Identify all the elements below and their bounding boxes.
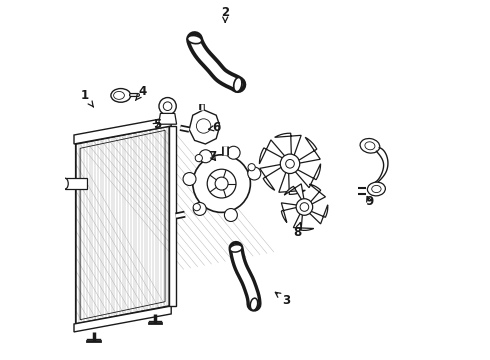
Text: 5: 5 [153,118,161,131]
Text: 3: 3 [275,292,291,307]
Polygon shape [65,178,87,189]
Circle shape [248,163,255,171]
Polygon shape [274,133,301,157]
Circle shape [193,155,250,212]
Circle shape [248,167,261,180]
Circle shape [193,202,206,215]
Ellipse shape [230,245,242,252]
Circle shape [227,146,240,159]
Ellipse shape [188,36,202,44]
Circle shape [195,154,202,162]
Text: 4: 4 [135,85,147,100]
Text: 7: 7 [209,150,217,163]
Ellipse shape [360,139,380,153]
Ellipse shape [111,89,131,102]
Circle shape [199,150,212,163]
Polygon shape [159,113,176,124]
Ellipse shape [368,182,386,196]
Circle shape [286,159,294,168]
Polygon shape [74,117,171,144]
Ellipse shape [62,178,68,189]
Polygon shape [284,184,304,201]
Polygon shape [74,306,171,332]
Ellipse shape [234,77,242,92]
Polygon shape [170,126,176,306]
Text: 2: 2 [221,6,229,22]
Circle shape [207,169,236,198]
Polygon shape [297,137,320,163]
Ellipse shape [250,298,258,310]
Polygon shape [294,212,314,230]
Polygon shape [308,205,328,224]
Text: 6: 6 [208,121,220,134]
Polygon shape [260,164,283,190]
Polygon shape [189,110,220,144]
Circle shape [300,203,309,211]
Text: 9: 9 [365,195,373,208]
Circle shape [193,203,200,211]
Circle shape [224,208,237,221]
Polygon shape [281,203,298,222]
Text: 1: 1 [81,89,94,107]
Polygon shape [310,184,325,205]
Circle shape [280,154,300,174]
Polygon shape [259,140,286,164]
Circle shape [183,172,196,185]
Ellipse shape [159,98,176,115]
Polygon shape [279,171,305,194]
Polygon shape [294,164,320,188]
Text: 8: 8 [293,222,301,239]
Circle shape [296,199,313,215]
Circle shape [215,177,228,190]
